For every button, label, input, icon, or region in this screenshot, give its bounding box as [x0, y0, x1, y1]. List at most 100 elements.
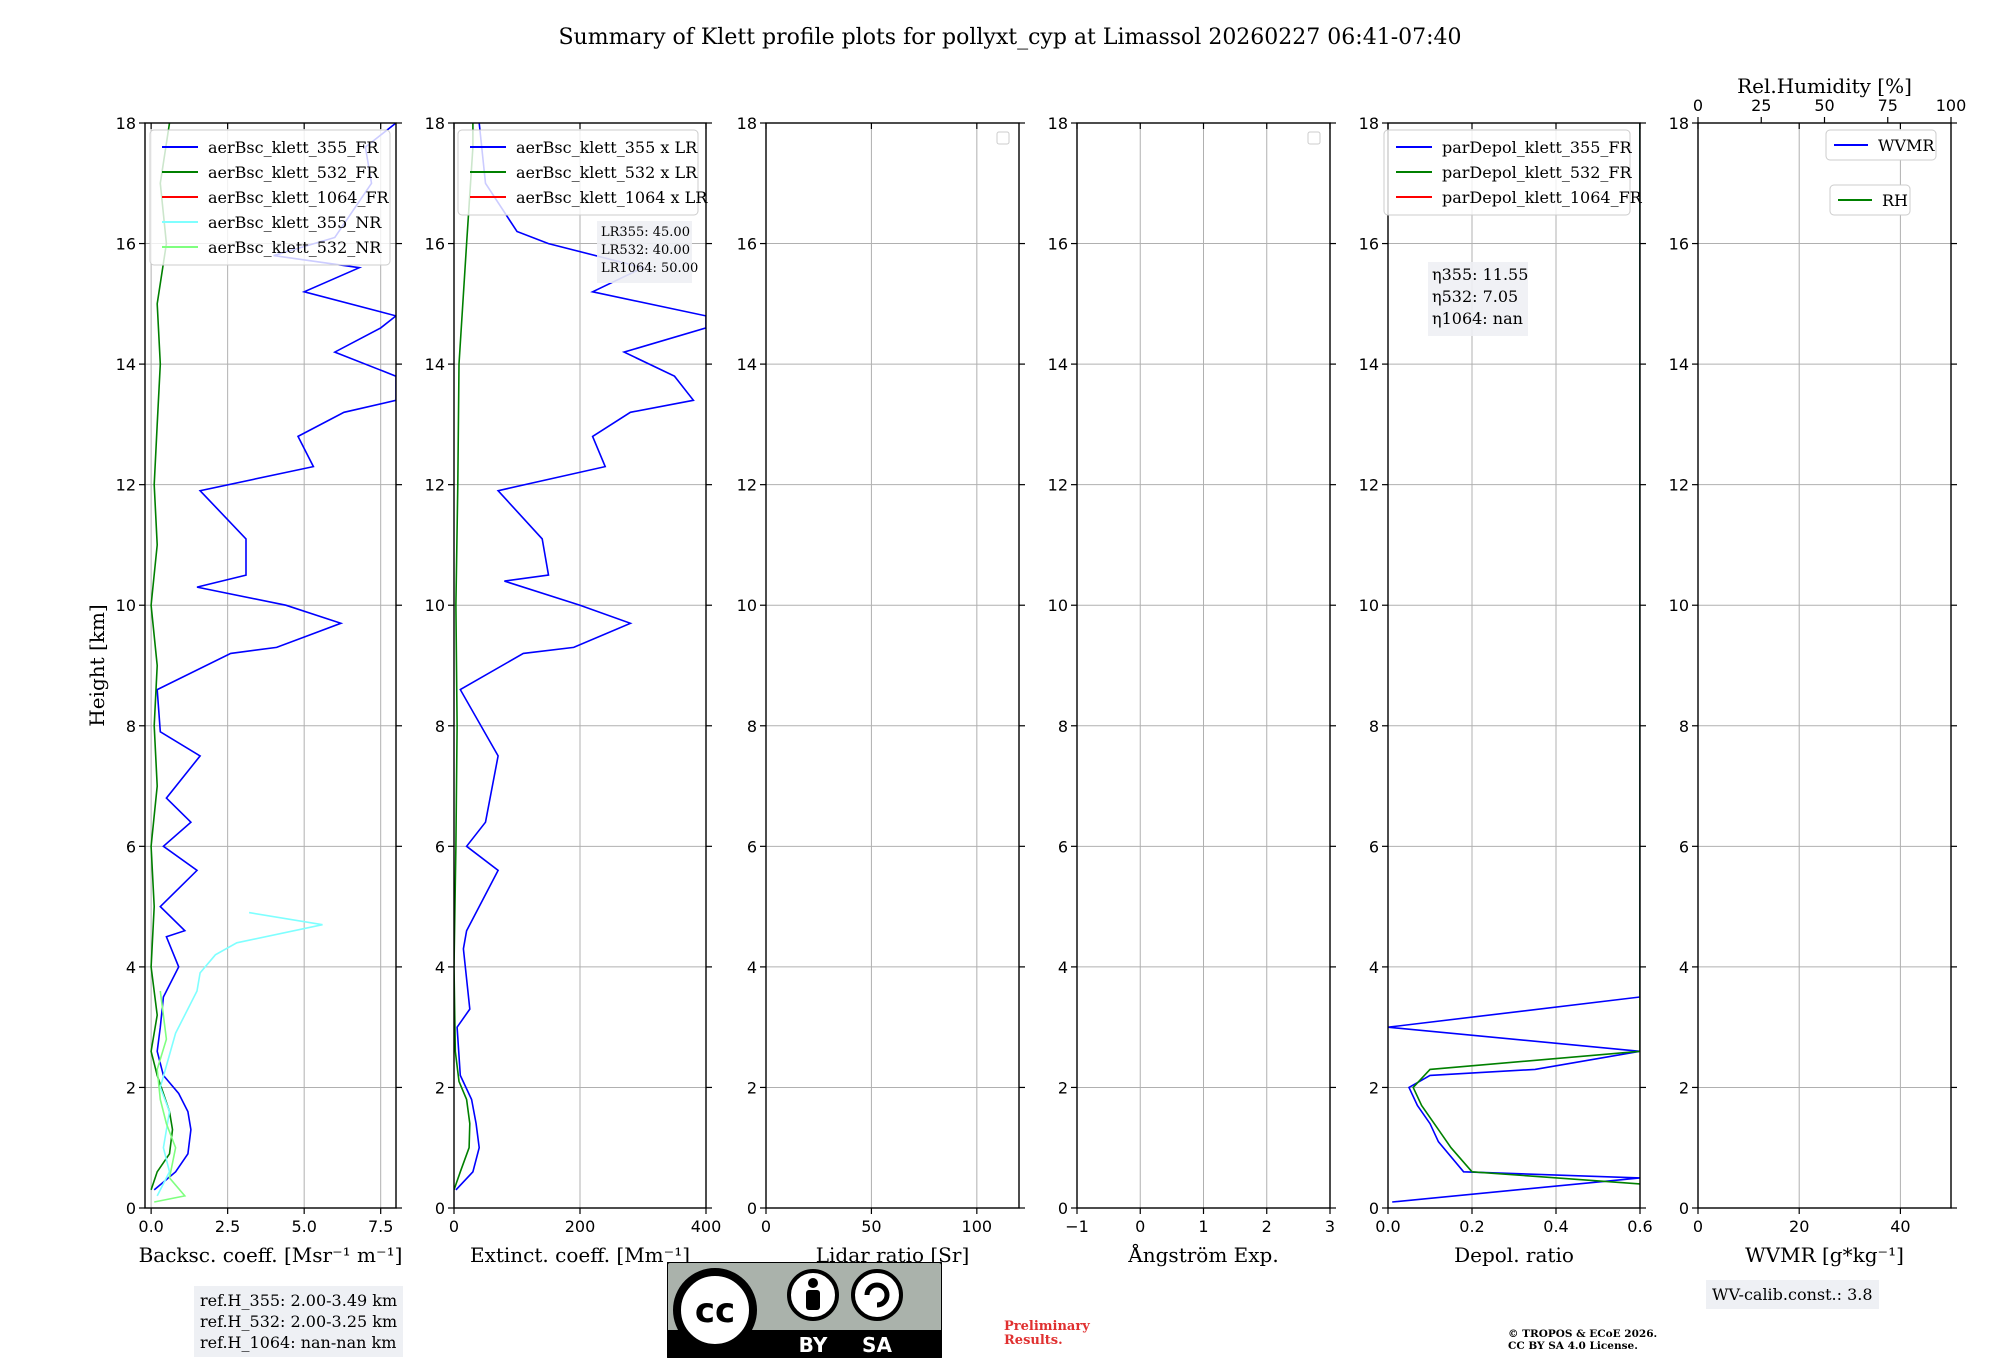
- axes-frame: [144, 122, 397, 1209]
- y-tick-label: 4: [1369, 958, 1379, 977]
- series-line-aerBsc_klett_355 x LR: [455, 123, 706, 1191]
- copyright-line-2: CC BY SA 4.0 License.: [1508, 1340, 1638, 1352]
- info-line: LR532: 40.00: [601, 243, 690, 258]
- wv-calib-const: WV-calib.const.: 3.8: [1712, 1285, 1873, 1304]
- top-x-tick-label: 0: [1693, 96, 1703, 115]
- axes-frame: [765, 122, 1020, 1209]
- legend-label: parDepol_klett_1064_FR: [1442, 188, 1643, 207]
- y-tick-label: 4: [1058, 958, 1068, 977]
- x-tick-label: 0: [761, 1217, 771, 1236]
- y-tick-label: 0: [1679, 1199, 1689, 1218]
- series-line-aerBsc_klett_532_NR: [154, 990, 187, 1203]
- y-tick-label: 8: [435, 717, 445, 736]
- x-axis-label: Ångström Exp.: [1127, 1242, 1278, 1267]
- x-tick-label: 0.0: [138, 1217, 163, 1236]
- y-tick-label: 18: [425, 114, 445, 133]
- y-tick-label: 18: [1048, 114, 1068, 133]
- x-axis-label: WVMR [g*kg⁻¹]: [1745, 1243, 1904, 1267]
- empty-legend: [1307, 131, 1321, 145]
- y-tick-label: 16: [737, 235, 757, 254]
- y-tick-label: 18: [1669, 114, 1689, 133]
- y-tick-label: 10: [116, 596, 136, 615]
- y-tick-label: 12: [425, 476, 445, 495]
- ref-height-532: ref.H_532: 2.00-3.25 km: [200, 1312, 398, 1331]
- legend-box: [149, 129, 391, 266]
- top-x-tick-label: 75: [1878, 96, 1898, 115]
- x-tick-label: 7.5: [368, 1217, 393, 1236]
- axes-frame: [1387, 122, 1641, 1209]
- figure-title: Summary of Klett profile plots for polly…: [558, 25, 1461, 50]
- y-tick-label: 12: [1669, 476, 1689, 495]
- x-tick-label: 100: [962, 1217, 993, 1236]
- y-tick-label: 6: [747, 837, 757, 856]
- y-tick-label: 16: [425, 235, 445, 254]
- y-tick-label: 14: [116, 355, 136, 374]
- x-tick-label: 2: [1262, 1217, 1272, 1236]
- cc-license-badge: cc BY SA: [667, 1262, 942, 1358]
- legend-label: parDepol_klett_355_FR: [1442, 138, 1633, 157]
- info-line: η355: 11.55: [1432, 265, 1528, 284]
- y-tick-label: 18: [116, 114, 136, 133]
- legend-label: aerBsc_klett_532_FR: [208, 163, 379, 182]
- top-x-axis-label: Rel.Humidity [%]: [1737, 74, 1912, 98]
- y-tick-label: 4: [126, 958, 136, 977]
- x-tick-label: 0.2: [1459, 1217, 1484, 1236]
- by-label: BY: [799, 1333, 828, 1357]
- series-line-aerBsc_klett_355_NR: [156, 911, 323, 1197]
- copyright-note: © TROPOS & ECoE 2026. CC BY SA 4.0 Licen…: [1508, 1328, 1708, 1352]
- ref-height-355: ref.H_355: 2.00-3.49 km: [200, 1291, 398, 1310]
- y-tick-label: 12: [116, 476, 136, 495]
- preliminary-results-note: Preliminary Results.: [1004, 1319, 1090, 1348]
- y-tick-label: 14: [1669, 355, 1689, 374]
- y-tick-label: 18: [1359, 114, 1379, 133]
- legend-box: [1383, 129, 1631, 216]
- y-tick-label: 16: [116, 235, 136, 254]
- y-tick-label: 0: [747, 1199, 757, 1218]
- y-tick-label: 6: [1369, 837, 1379, 856]
- x-tick-label: 1: [1198, 1217, 1208, 1236]
- y-tick-label: 10: [425, 596, 445, 615]
- x-tick-label: 50: [861, 1217, 881, 1236]
- panel-backscatter: 0.0 2.5 5.0 7.5 0 2 4 6 8 10 12 14 16 18 Backsc. coeff…: [85, 114, 402, 1267]
- y-tick-label: 2: [1679, 1078, 1689, 1097]
- y-tick-label: 6: [435, 837, 445, 856]
- info-line: η1064: nan: [1432, 309, 1523, 328]
- y-tick-label: 6: [126, 837, 136, 856]
- y-tick-label: 16: [1359, 235, 1379, 254]
- top-x-tick-label: 50: [1814, 96, 1834, 115]
- y-tick-label: 0: [126, 1199, 136, 1218]
- y-tick-label: 10: [1669, 596, 1689, 615]
- x-tick-label: 0.4: [1543, 1217, 1568, 1236]
- x-tick-label: 0: [1135, 1217, 1145, 1236]
- legend-label: parDepol_klett_532_FR: [1442, 163, 1633, 182]
- series-line-aerBsc_klett_355_FR: [153, 123, 396, 1191]
- x-tick-label: 2.5: [215, 1217, 240, 1236]
- reference-height-box: ref.H_355: 2.00-3.49 km ref.H_532: 2.00-…: [194, 1286, 404, 1357]
- y-tick-label: 0: [435, 1199, 445, 1218]
- x-tick-label: 400: [691, 1217, 722, 1236]
- y-tick-label: 8: [126, 717, 136, 736]
- x-tick-label: 0.0: [1375, 1217, 1400, 1236]
- x-axis-label: Backsc. coeff. [Msr⁻¹ m⁻¹]: [139, 1243, 403, 1267]
- y-tick-label: 12: [1359, 476, 1379, 495]
- legend-label: aerBsc_klett_355 x LR: [516, 138, 698, 157]
- x-tick-label: 20: [1789, 1217, 1809, 1236]
- copyright-line-1: © TROPOS & ECoE 2026.: [1508, 1328, 1658, 1340]
- legend-label: aerBsc_klett_1064 x LR: [516, 188, 708, 207]
- y-tick-label: 18: [737, 114, 757, 133]
- y-tick-label: 16: [1048, 235, 1068, 254]
- y-tick-label: 8: [1679, 717, 1689, 736]
- info-line: LR355: 45.00: [601, 225, 690, 240]
- y-tick-label: 10: [1359, 596, 1379, 615]
- y-tick-label: 14: [425, 355, 445, 374]
- x-tick-label: 0: [1693, 1217, 1703, 1236]
- cc-icon-label: cc: [695, 1291, 735, 1331]
- info-box: [597, 221, 692, 283]
- y-tick-label: 14: [1359, 355, 1379, 374]
- top-x-tick-label: 25: [1751, 96, 1771, 115]
- panel-depolarization: 0.0 0.2 0.4 0.6 0 2 4 6 8 10 12 14 16 18 Depol. ratio p…: [1359, 114, 1653, 1267]
- panel-extinction: 0 200 400 0 2 4 6 8 10 12 14 16 18 Extinct. coeff. [M…: [425, 114, 722, 1267]
- y-tick-label: 4: [435, 958, 445, 977]
